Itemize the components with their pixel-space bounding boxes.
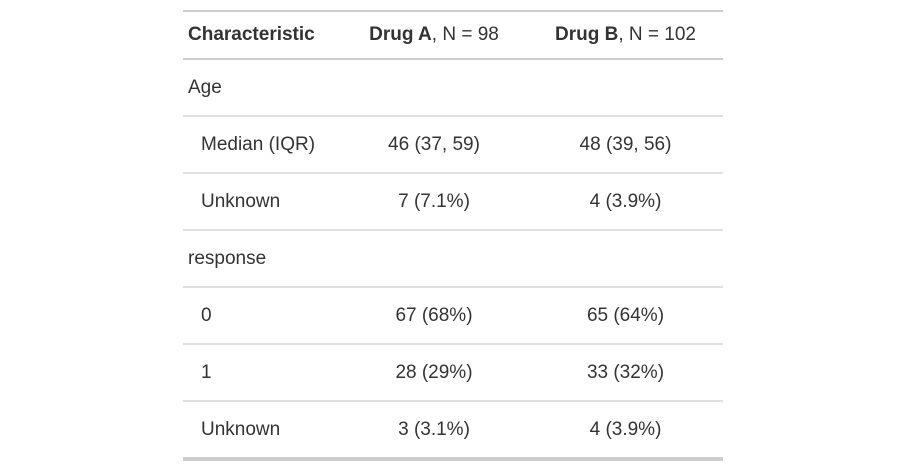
- table-row: 1 28 (29%) 33 (32%): [183, 344, 723, 402]
- header-label-bold: Drug A: [369, 24, 432, 45]
- row-label: response: [183, 230, 340, 288]
- table-row: 0 67 (68%) 65 (64%): [183, 287, 723, 345]
- summary-table-container: Characteristic Drug A, N = 98 Drug B, N …: [183, 10, 723, 461]
- header-row: Characteristic Drug A, N = 98 Drug B, N …: [183, 11, 723, 60]
- table-header: Characteristic Drug A, N = 98 Drug B, N …: [183, 11, 723, 60]
- cell-drug-b: [528, 59, 723, 117]
- row-label: 0: [183, 287, 340, 345]
- table-row-group-response: response: [183, 230, 723, 288]
- header-label-rest: , N = 98: [431, 24, 499, 45]
- column-header-drug-a: Drug A, N = 98: [340, 11, 528, 60]
- table-row: Unknown 7 (7.1%) 4 (3.9%): [183, 173, 723, 231]
- summary-table: Characteristic Drug A, N = 98 Drug B, N …: [183, 10, 723, 461]
- cell-drug-a: 7 (7.1%): [340, 173, 528, 231]
- cell-drug-b: 4 (3.9%): [528, 401, 723, 461]
- cell-drug-a: 3 (3.1%): [340, 401, 528, 461]
- table-body: Age Median (IQR) 46 (37, 59) 48 (39, 56)…: [183, 59, 723, 461]
- cell-drug-b: 48 (39, 56): [528, 116, 723, 174]
- column-header-drug-b: Drug B, N = 102: [528, 11, 723, 60]
- cell-drug-b: 4 (3.9%): [528, 173, 723, 231]
- cell-drug-a: [340, 230, 528, 288]
- cell-drug-b: 33 (32%): [528, 344, 723, 402]
- cell-drug-b: [528, 230, 723, 288]
- cell-drug-a: [340, 59, 528, 117]
- row-label: Median (IQR): [183, 116, 340, 174]
- cell-drug-a: 28 (29%): [340, 344, 528, 402]
- header-label-bold: Characteristic: [188, 24, 315, 45]
- row-label: Unknown: [183, 401, 340, 461]
- row-label: Unknown: [183, 173, 340, 231]
- header-label-bold: Drug B: [555, 24, 619, 45]
- cell-drug-a: 46 (37, 59): [340, 116, 528, 174]
- table-row: Unknown 3 (3.1%) 4 (3.9%): [183, 401, 723, 461]
- table-row-group-age: Age: [183, 59, 723, 117]
- row-label: Age: [183, 59, 340, 117]
- cell-drug-a: 67 (68%): [340, 287, 528, 345]
- table-row: Median (IQR) 46 (37, 59) 48 (39, 56): [183, 116, 723, 174]
- row-label: 1: [183, 344, 340, 402]
- cell-drug-b: 65 (64%): [528, 287, 723, 345]
- header-label-rest: , N = 102: [618, 24, 696, 45]
- column-header-characteristic: Characteristic: [183, 11, 340, 60]
